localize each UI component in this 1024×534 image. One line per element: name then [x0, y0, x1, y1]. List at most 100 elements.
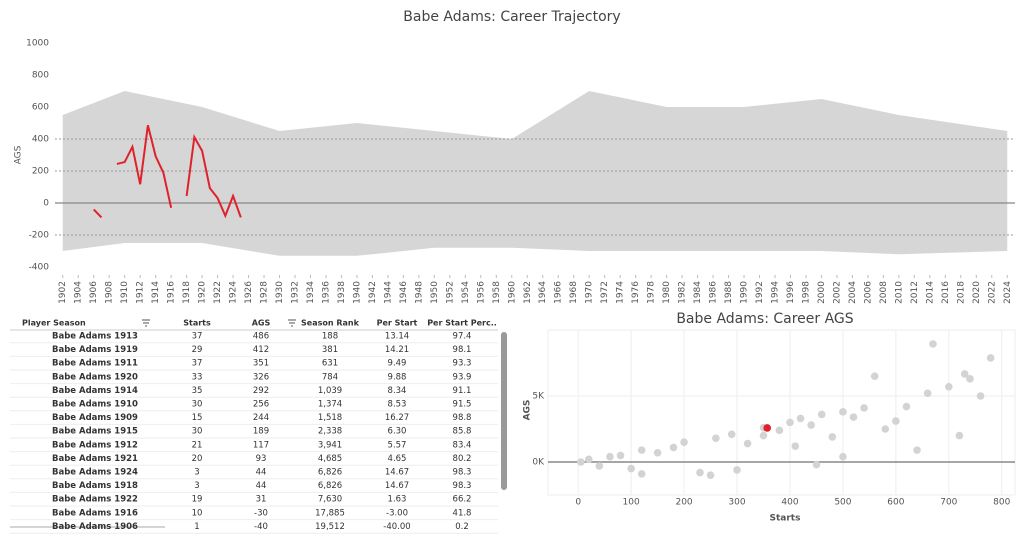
- x-tick-label: 1940: [352, 281, 362, 304]
- sort-icon[interactable]: [142, 319, 150, 327]
- x-tick-label: 2016: [941, 281, 951, 304]
- x-axis-title: Starts: [770, 514, 801, 524]
- table-cell: 2,338: [318, 427, 342, 437]
- point: [727, 430, 736, 439]
- x-tick-label: 1986: [709, 281, 719, 304]
- y-tick-label: 1000: [26, 39, 49, 49]
- table-cell: 351: [253, 359, 269, 369]
- point: [976, 392, 985, 400]
- table-cell: 21: [192, 440, 203, 450]
- chart-title: Babe Adams: Career AGS: [676, 311, 853, 327]
- column-header: Per Start: [377, 319, 418, 328]
- table-cell: 91.5: [453, 400, 472, 410]
- x-tick-label: 1920: [198, 281, 208, 304]
- table-cell: 98.3: [453, 468, 472, 478]
- table-cell: 6.30: [388, 427, 407, 437]
- x-tick-label: 2002: [832, 281, 842, 304]
- x-tick-label: 1912: [136, 281, 146, 304]
- x-tick-label: 300: [728, 498, 745, 508]
- scrollbar[interactable]: [501, 332, 507, 490]
- table-cell: 1,374: [318, 400, 342, 410]
- table-cell: 1: [194, 522, 199, 532]
- y-tick-label: 0K: [532, 458, 545, 468]
- table-cell: 29: [192, 345, 203, 355]
- point: [775, 426, 784, 435]
- x-tick-label: 1980: [662, 281, 672, 304]
- x-tick-label: 1968: [569, 281, 579, 304]
- x-tick-label: 2014: [925, 281, 935, 304]
- table-cell: -40.00: [383, 522, 410, 532]
- point: [817, 410, 826, 419]
- x-tick-label: 1904: [74, 281, 84, 304]
- table-cell: -3.00: [386, 508, 408, 518]
- point: [712, 434, 720, 443]
- x-tick-label: 1958: [492, 281, 502, 304]
- table-cell: 412: [253, 345, 269, 355]
- table-cell: 0.2: [455, 522, 469, 532]
- x-tick-label: 1930: [275, 281, 285, 304]
- table-cell: 30: [192, 427, 203, 437]
- career-line: [185, 133, 242, 219]
- point: [839, 452, 847, 461]
- point: [584, 455, 593, 464]
- table-cell: -30: [254, 508, 268, 518]
- table-cell: 1,518: [318, 413, 342, 423]
- sort-icon[interactable]: [288, 319, 296, 327]
- y-tick-label: 200: [32, 167, 49, 177]
- table-cell: 1.63: [388, 495, 407, 505]
- x-tick-label: 1944: [383, 281, 393, 304]
- table-cell: 98.8: [453, 413, 472, 423]
- table-cell: Babe Adams 1924: [52, 468, 138, 478]
- column-header: Starts: [183, 319, 211, 328]
- table-cell: 381: [322, 345, 338, 355]
- point: [791, 442, 800, 450]
- table-cell: 83.4: [453, 440, 472, 450]
- x-tick-label: 1994: [771, 281, 781, 304]
- table-cell: Babe Adams 1916: [52, 508, 138, 518]
- x-tick-label: 1902: [58, 281, 68, 304]
- x-tick-label: 2010: [894, 281, 904, 304]
- table-cell: 91.1: [453, 386, 472, 396]
- table-cell: 8.53: [388, 400, 407, 410]
- y-tick-label: 400: [32, 135, 49, 145]
- x-tick-label: 800: [993, 498, 1010, 508]
- x-tick-label: 1922: [213, 281, 223, 304]
- point: [763, 424, 772, 432]
- table-cell: 14.67: [385, 481, 409, 491]
- y-tick-label: 5K: [532, 392, 545, 402]
- background-careers: [62, 91, 1008, 256]
- x-tick-label: 1970: [585, 281, 595, 304]
- table-cell: Babe Adams 1911: [52, 359, 138, 369]
- table-cell: 244: [253, 413, 269, 423]
- point: [786, 418, 794, 427]
- x-tick-label: 1992: [755, 281, 765, 304]
- table-cell: Babe Adams 1920: [52, 372, 138, 382]
- table-cell: 7,630: [318, 495, 342, 505]
- x-tick-label: 2006: [863, 281, 873, 304]
- table-cell: 17,885: [315, 508, 345, 518]
- x-tick-label: 1984: [693, 281, 703, 304]
- table-cell: 98.3: [453, 481, 472, 491]
- table-cell: 80.2: [453, 454, 472, 464]
- table-cell: 3: [194, 468, 199, 478]
- point: [759, 431, 768, 440]
- table-cell: 6,826: [318, 481, 342, 491]
- x-tick-label: 1978: [647, 281, 657, 304]
- x-tick-label: 1928: [260, 281, 270, 304]
- x-tick-label: 1950: [430, 281, 440, 304]
- y-tick-label: 600: [32, 103, 49, 113]
- point: [616, 451, 625, 460]
- point: [680, 438, 688, 447]
- point: [706, 471, 715, 480]
- column-header: Per Start Perc..: [427, 319, 497, 328]
- x-tick-label: 1974: [616, 281, 626, 304]
- table-cell: 631: [322, 359, 338, 369]
- table-cell: -40: [254, 522, 268, 532]
- table-cell: 9.88: [388, 372, 407, 382]
- point: [955, 431, 964, 440]
- table-cell: 19,512: [315, 522, 345, 532]
- table-cell: 8.34: [388, 386, 407, 396]
- table-cell: 117: [253, 440, 269, 450]
- x-tick-label: 1982: [678, 281, 688, 304]
